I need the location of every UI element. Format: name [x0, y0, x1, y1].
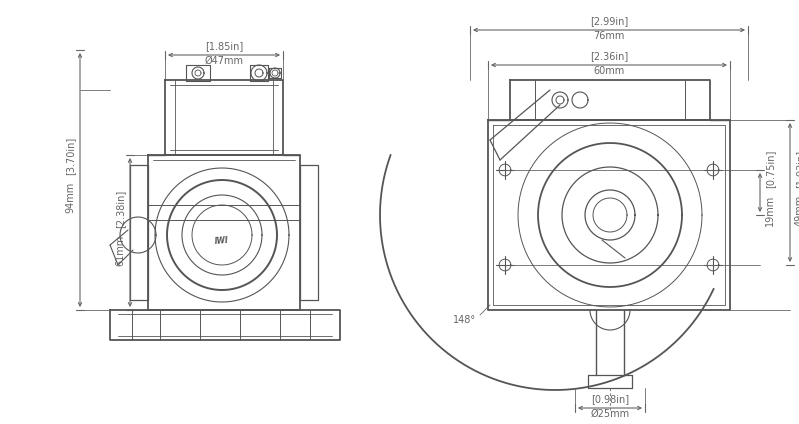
- Text: IWI: IWI: [215, 236, 229, 246]
- Text: [3.70in]: [3.70in]: [65, 137, 75, 175]
- Text: 49mm: 49mm: [795, 195, 799, 226]
- Text: [2.38in]: [2.38in]: [115, 189, 125, 228]
- Text: 76mm: 76mm: [594, 31, 625, 41]
- Text: Ø25mm: Ø25mm: [590, 409, 630, 419]
- Text: 19mm: 19mm: [765, 195, 775, 226]
- Text: [1.85in]: [1.85in]: [205, 41, 243, 51]
- Text: [0.75in]: [0.75in]: [765, 149, 775, 187]
- Text: 148°: 148°: [454, 315, 476, 325]
- Text: Ø47mm: Ø47mm: [205, 56, 244, 66]
- Text: 61mm: 61mm: [115, 234, 125, 266]
- Text: [2.36in]: [2.36in]: [590, 51, 628, 61]
- Text: [0.98in]: [0.98in]: [591, 394, 629, 404]
- Text: [1.93in]: [1.93in]: [795, 149, 799, 187]
- Text: [2.99in]: [2.99in]: [590, 16, 628, 26]
- Text: 94mm: 94mm: [65, 182, 75, 213]
- Text: 60mm: 60mm: [594, 66, 625, 76]
